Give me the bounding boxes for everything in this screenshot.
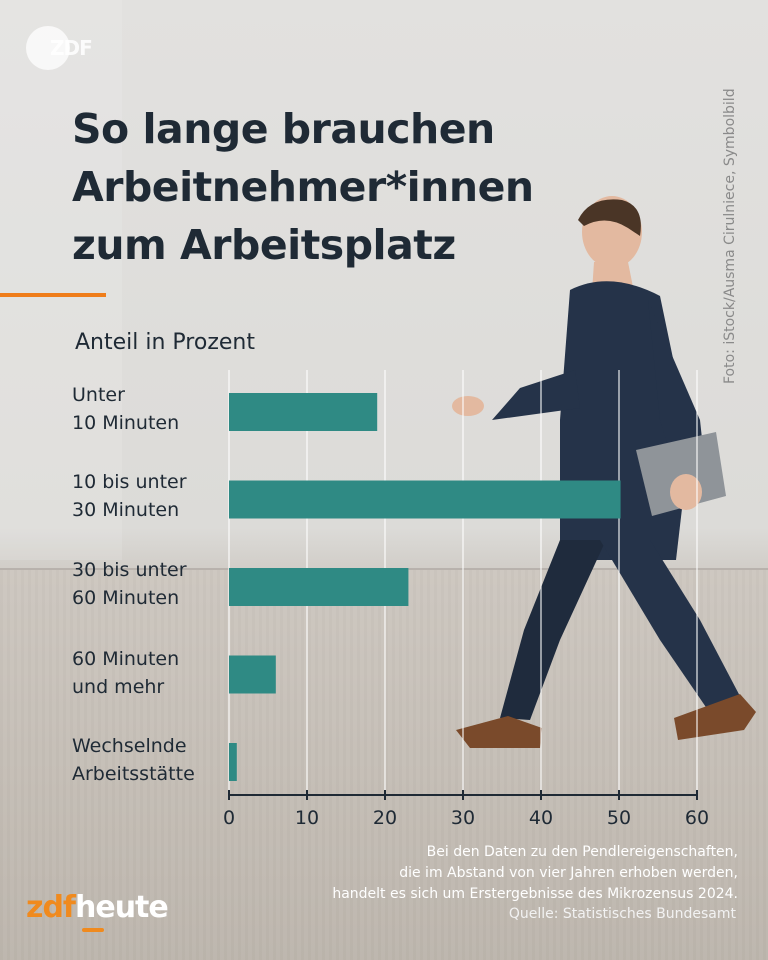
title-line: So lange brauchen — [72, 105, 495, 153]
category-label-line: 30 Minuten — [72, 499, 180, 521]
footnote-line: die im Abstand von vier Jahren erhoben w… — [399, 865, 738, 881]
category-label: 30 bis unter 60 Minuten — [72, 556, 232, 612]
axis-label: Anteil in Prozent — [75, 330, 255, 355]
x-tick-label: 50 — [607, 807, 631, 829]
x-tick-label: 10 — [295, 807, 319, 829]
category-label: 60 Minuten und mehr — [72, 645, 232, 701]
bar — [229, 655, 276, 694]
title-line: Arbeitnehmer*innen — [72, 163, 534, 211]
source-note: Quelle: Statistisches Bundesamt — [508, 906, 736, 922]
logo-heute-part: heute — [75, 890, 169, 925]
bar — [229, 568, 409, 606]
x-tick-label: 0 — [223, 807, 235, 829]
footnote-line: handelt es sich um Erstergebnisse des Mi… — [332, 886, 738, 902]
background-floor — [0, 570, 768, 960]
bar — [229, 743, 237, 781]
x-tick-label: 60 — [685, 807, 709, 829]
category-label-line: 10 Minuten — [72, 412, 180, 434]
footnote: Bei den Daten zu den Pendlereigenschafte… — [332, 842, 738, 905]
category-label-line: 60 Minuten — [72, 587, 180, 609]
category-label: Unter 10 Minuten — [72, 381, 232, 437]
category-label-line: Arbeitsstätte — [72, 763, 195, 785]
bar — [229, 480, 621, 519]
category-label: 10 bis unter 30 Minuten — [72, 468, 232, 524]
category-label-line: 30 bis unter — [72, 559, 187, 581]
background-wall — [0, 0, 122, 560]
footnote-line: Bei den Daten zu den Pendlereigenschafte… — [426, 844, 738, 860]
page-title: So lange brauchen Arbeitnehmer*innen zum… — [72, 100, 592, 274]
bar — [229, 393, 378, 431]
zdf-logo-circle — [26, 26, 70, 70]
x-tick-label: 30 — [451, 807, 475, 829]
category-label-line: Unter — [72, 384, 125, 406]
category-label: Wechselnde Arbeitsstätte — [72, 732, 232, 788]
title-line: zum Arbeitsplatz — [72, 221, 456, 269]
category-label-line: 60 Minuten — [72, 648, 180, 670]
x-tick-label: 40 — [529, 807, 553, 829]
category-label-line: 10 bis unter — [72, 471, 187, 493]
accent-divider — [0, 293, 106, 297]
zdf-logo-text: ZDF — [50, 36, 93, 60]
logo-underline — [82, 928, 104, 932]
logo-zdf-part: zdf — [26, 890, 76, 925]
category-label-line: und mehr — [72, 676, 165, 698]
zdfheute-logo: zdfheute — [26, 890, 169, 925]
category-label-line: Wechselnde — [72, 735, 187, 757]
x-tick-label: 20 — [373, 807, 397, 829]
